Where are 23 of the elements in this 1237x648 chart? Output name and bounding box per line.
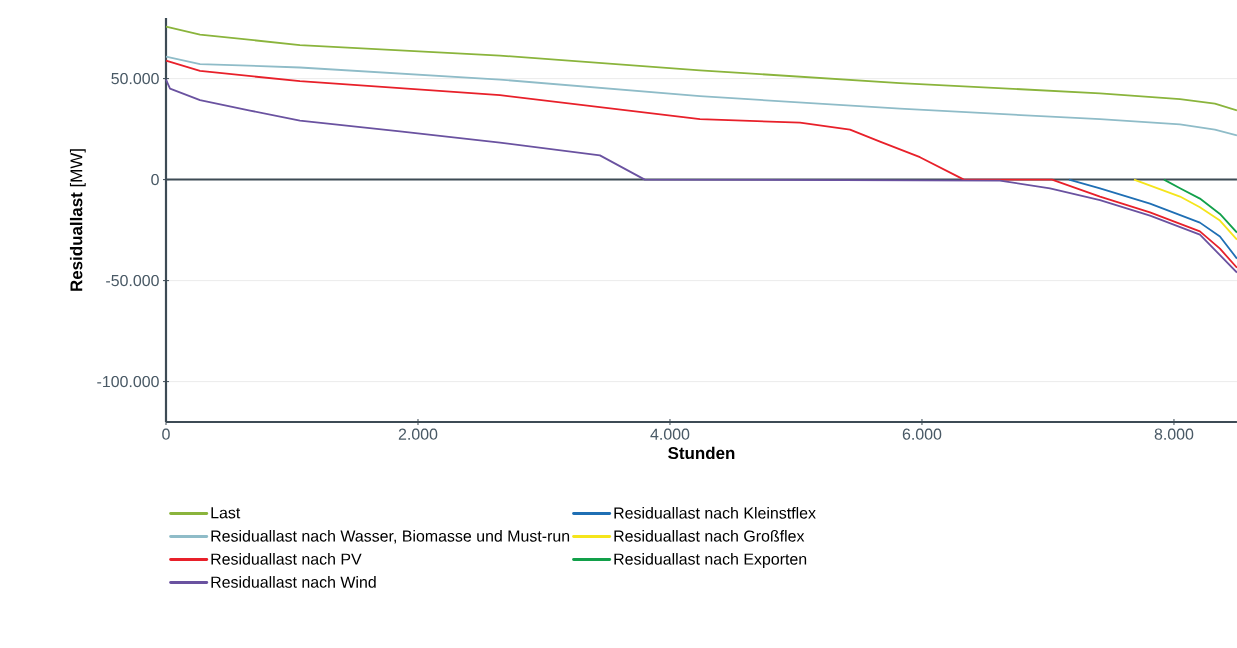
line-series — [165, 25, 1237, 112]
line-series — [1163, 178, 1237, 234]
legend-label: Residuallast nach Großflex — [614, 530, 805, 542]
line-series — [1068, 178, 1237, 260]
x-tick-label: 4.000 — [650, 428, 690, 440]
legend-label: Residuallast nach Wind — [211, 576, 376, 588]
y-tick-label: -50.000 — [106, 274, 159, 287]
legend-label: Residuallast nach Exporten — [614, 553, 807, 568]
x-tick-label: 2.000 — [398, 428, 438, 440]
legend-label: Last — [211, 507, 241, 519]
y-tick-label: 0 — [151, 173, 159, 186]
y-tick-label: -100.000 — [97, 375, 159, 388]
x-tick-label: 0 — [162, 428, 170, 440]
legend-label: Residuallast nach Kleinstflex — [614, 506, 816, 519]
legend-label: Residuallast nach Wasser, Biomasse und Must-run — [211, 530, 570, 544]
x-axis-title: Stunden — [668, 446, 735, 460]
line-series — [1133, 178, 1237, 241]
x-tick-label: 6.000 — [902, 428, 942, 440]
legend-label: Residuallast nach PV — [211, 553, 362, 565]
x-tick-label: 8.000 — [1154, 428, 1194, 440]
y-tick-label: 50.000 — [111, 72, 159, 85]
line-series — [165, 55, 1237, 137]
y-axis-title: Residuallast [MW] — [69, 149, 86, 291]
